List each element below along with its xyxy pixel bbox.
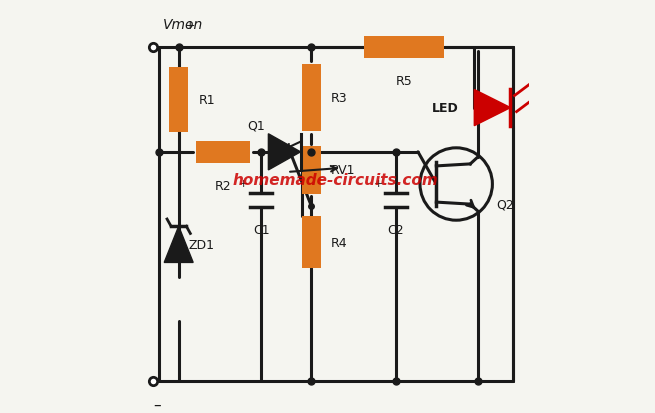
Polygon shape — [164, 227, 193, 263]
FancyBboxPatch shape — [302, 147, 321, 195]
FancyBboxPatch shape — [364, 37, 444, 59]
Text: Q2: Q2 — [496, 198, 514, 211]
FancyBboxPatch shape — [302, 217, 321, 269]
Text: R4: R4 — [331, 236, 348, 249]
Text: LED: LED — [432, 102, 458, 115]
Text: R5: R5 — [396, 75, 412, 88]
Text: homemade-circuits.com: homemade-circuits.com — [233, 173, 438, 188]
FancyBboxPatch shape — [169, 68, 189, 133]
Text: –: – — [153, 397, 160, 412]
Text: R2: R2 — [215, 180, 231, 192]
Text: C1: C1 — [253, 224, 269, 237]
Text: RV1: RV1 — [331, 164, 356, 177]
Text: Vmon: Vmon — [162, 18, 203, 32]
Text: +: + — [373, 178, 383, 189]
Text: +: + — [185, 19, 195, 32]
FancyBboxPatch shape — [302, 65, 321, 131]
Polygon shape — [269, 134, 301, 171]
Text: ZD1: ZD1 — [189, 238, 215, 251]
FancyBboxPatch shape — [196, 141, 250, 164]
Text: Q1: Q1 — [248, 119, 265, 133]
Polygon shape — [474, 90, 510, 126]
Text: R1: R1 — [198, 94, 215, 107]
Text: +: + — [238, 178, 248, 189]
Text: R3: R3 — [331, 92, 348, 105]
Text: C2: C2 — [388, 224, 404, 237]
